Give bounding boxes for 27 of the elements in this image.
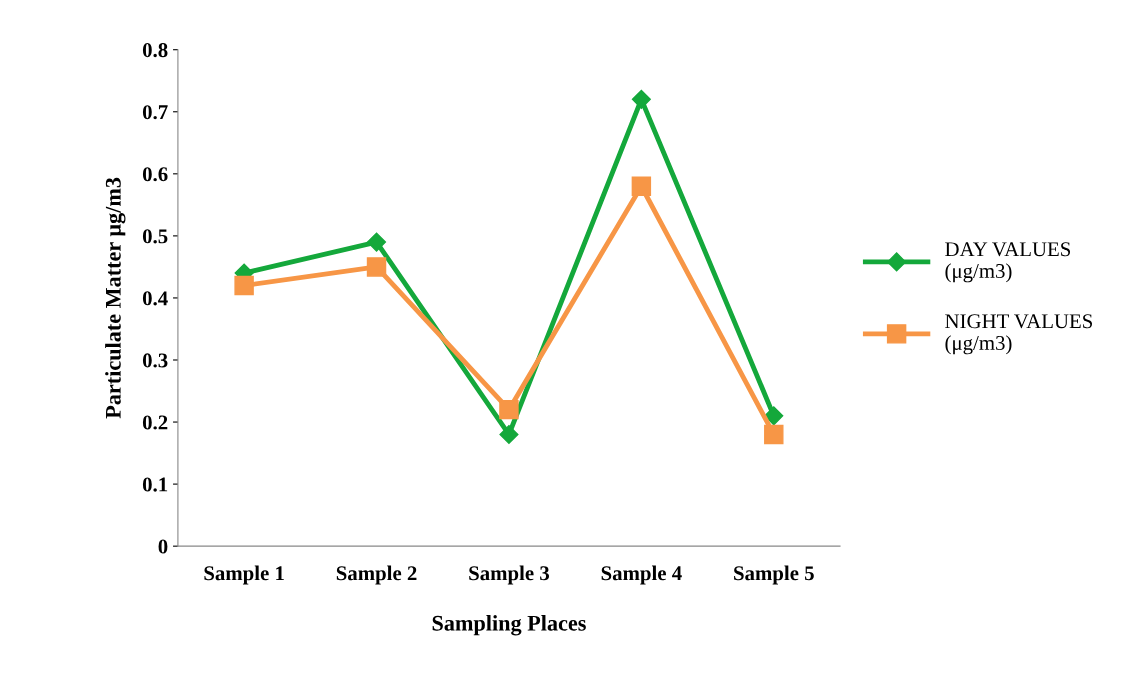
point <box>499 399 519 420</box>
point <box>499 424 519 444</box>
x-tick-label: Sample 3 <box>469 565 550 585</box>
point <box>631 89 651 109</box>
legend-label: NIGHT VALUES (μg/m3) <box>945 314 1093 355</box>
y-tick-label: 0.4 <box>142 291 168 306</box>
y-tick-label: 0.1 <box>142 477 168 492</box>
legend-label: DAY VALUES (μg/m3) <box>945 242 1071 283</box>
y-tick-label: 0 <box>158 539 168 554</box>
point <box>764 406 784 426</box>
y-tick-label: 0.3 <box>142 353 168 368</box>
x-tick-label: Sample 1 <box>204 565 284 585</box>
point <box>367 232 387 252</box>
x-tick-label: Sample 2 <box>336 565 417 585</box>
point <box>366 257 387 277</box>
x-axis-title: Sampling Places <box>432 615 586 636</box>
point <box>764 424 784 445</box>
point <box>234 275 254 296</box>
y-tick-label: 0.5 <box>142 229 168 244</box>
y-tick-label: 0.6 <box>142 167 168 182</box>
y-tick-label: 0.2 <box>142 415 168 430</box>
y-tick-label: 0.7 <box>142 105 168 120</box>
point <box>631 176 652 196</box>
y-axis-title: Particulate Matter μg/m3 <box>105 177 126 419</box>
y-tick-label: 0.8 <box>142 43 168 58</box>
x-tick-label: Sample 4 <box>601 565 682 585</box>
x-tick-label: Sample 5 <box>734 565 814 585</box>
